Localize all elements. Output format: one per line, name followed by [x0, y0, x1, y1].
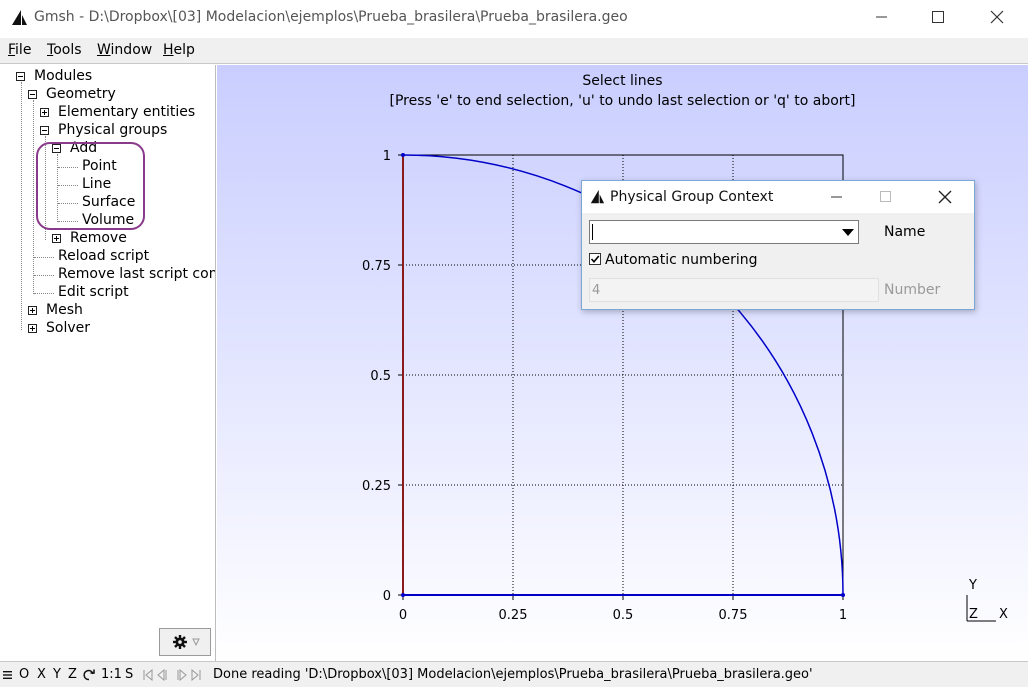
point-right [841, 593, 845, 597]
x-tick-label: 0 [399, 608, 407, 623]
tree-item-edit-script[interactable]: Edit script [58, 284, 129, 300]
settings-button[interactable] [159, 628, 211, 656]
tree-item-geometry[interactable]: Geometry [46, 86, 116, 102]
collapse-geometry-icon[interactable] [28, 90, 37, 99]
view-s-button[interactable]: S [125, 667, 134, 682]
dialog-minimize-icon[interactable] [814, 181, 860, 213]
x-tick-label: 0.5 [613, 608, 634, 623]
gmsh-logo-icon [590, 189, 605, 204]
automatic-numbering-checkbox[interactable] [589, 253, 601, 265]
x-tick-label: 1 [839, 608, 847, 623]
menu-tools[interactable]: Tools [47, 42, 82, 58]
dialog-close-icon[interactable] [922, 181, 968, 213]
maximize-icon[interactable] [914, 0, 960, 36]
view-o-button[interactable]: O [19, 667, 30, 682]
y-axis-ticks: 0 0.25 0.5 0.75 1 [362, 149, 403, 604]
axis-triad-icon: Y Z X [966, 578, 1008, 622]
window-title: Gmsh - D:\Dropbox\[03] Modelacion\ejempl… [34, 9, 628, 25]
collapse-modules-icon[interactable] [16, 72, 25, 81]
tree-item-add[interactable]: Add [70, 140, 98, 156]
tree-item-surface[interactable]: Surface [82, 194, 136, 210]
window-titlebar: Gmsh - D:\Dropbox\[03] Modelacion\ejempl… [0, 0, 1028, 36]
tree-item-reload-script[interactable]: Reload script [58, 248, 150, 264]
name-combobox[interactable] [589, 220, 859, 244]
x-tick-label: 0.75 [719, 608, 748, 623]
expand-remove-icon[interactable] [52, 234, 61, 243]
text-caret [592, 224, 593, 240]
tree-item-volume[interactable]: Volume [82, 212, 135, 228]
scale-button[interactable]: 1:1 [101, 667, 122, 682]
tree-item-elementary-entities[interactable]: Elementary entities [58, 104, 196, 120]
tree-item-remove-last-script-command[interactable]: Remove last script com [58, 266, 216, 282]
dialog-titlebar: Physical Group Context [582, 181, 974, 213]
rotate-icon[interactable] [82, 668, 96, 682]
y-tick-label: 0.25 [362, 479, 391, 494]
point-origin [401, 593, 405, 597]
dialog-maximize-icon [880, 191, 891, 202]
hamburger-menu-icon[interactable] [3, 670, 13, 680]
triad-z-label: Z [969, 607, 978, 622]
expand-mesh-icon[interactable] [28, 306, 37, 315]
x-axis-ticks: 0 0.25 0.5 0.75 1 [399, 595, 847, 623]
graphics-canvas[interactable]: Select lines [Press 'e' to end selection… [217, 65, 1028, 661]
tree-item-line[interactable]: Line [82, 176, 112, 192]
y-tick-label: 0.75 [362, 259, 391, 274]
annotation-highlight-ring [36, 142, 145, 230]
tree-item-remove[interactable]: Remove [70, 230, 127, 246]
menu-help[interactable]: Help [163, 42, 195, 58]
menu-bar: File Tools Window Help [0, 38, 1028, 64]
view-x-button[interactable]: X [37, 667, 46, 682]
view-z-button[interactable]: Z [68, 667, 77, 682]
tree-item-mesh[interactable]: Mesh [46, 302, 83, 318]
menu-file[interactable]: File [8, 42, 32, 58]
tree-item-physical-groups[interactable]: Physical groups [58, 122, 168, 138]
triad-y-label: Y [968, 578, 977, 593]
y-tick-label: 0.5 [370, 369, 391, 384]
view-y-button[interactable]: Y [53, 667, 61, 682]
name-label: Name [884, 224, 926, 240]
y-tick-label: 0 [383, 589, 391, 604]
tree-item-modules[interactable]: Modules [34, 68, 93, 84]
selection-prompt-instructions: [Press 'e' to end selection, 'u' to undo… [389, 93, 856, 109]
automatic-numbering-label[interactable]: Automatic numbering [605, 252, 758, 268]
y-tick-label: 1 [383, 149, 391, 164]
chevron-down-icon[interactable] [838, 221, 858, 243]
tree-item-point[interactable]: Point [82, 158, 117, 174]
minimize-icon[interactable] [858, 0, 904, 36]
close-icon[interactable] [972, 0, 1018, 36]
checkmark-icon [590, 255, 600, 264]
triad-x-label: X [999, 607, 1008, 622]
tree-item-solver[interactable]: Solver [46, 320, 90, 336]
collapse-physical-groups-icon[interactable] [40, 126, 49, 135]
selection-prompt-title: Select lines [582, 73, 663, 89]
gmsh-logo-icon [12, 10, 27, 25]
dialog-title: Physical Group Context [610, 189, 774, 205]
expand-solver-icon[interactable] [28, 324, 37, 333]
point-top [401, 153, 405, 157]
number-label: Number [884, 282, 941, 298]
animation-controls-icon[interactable] [142, 668, 204, 682]
expand-elementary-entities-icon[interactable] [40, 108, 49, 117]
collapse-add-icon[interactable] [52, 144, 61, 153]
status-bar: O X Y Z 1:1 S Done reading 'D:\Dropbox\[… [0, 661, 1028, 687]
gear-icon [173, 635, 200, 649]
menu-window[interactable]: Window [97, 42, 153, 58]
physical-group-context-dialog: Physical Group Context Name Automatic nu… [581, 180, 975, 310]
x-tick-label: 0.25 [499, 608, 528, 623]
status-message: Done reading 'D:\Dropbox\[03] Modelacion… [213, 667, 813, 682]
geometry-plot[interactable]: 0 0.25 0.5 0.75 1 0 0.25 0.5 0.75 1 Y Z X [217, 65, 1028, 661]
number-field: 4 [589, 278, 879, 302]
